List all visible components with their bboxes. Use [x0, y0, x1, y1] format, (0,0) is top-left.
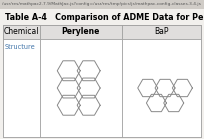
Bar [0, 0, 204, 9]
Text: /usr/res/mathpac2.7.9/MathJax.js?config=/usr/res/tmp/pics/js/mathpac-config-clas: /usr/res/mathpac2.7.9/MathJax.js?config=… [2, 3, 201, 7]
Bar [3, 25, 201, 137]
Bar [40, 39, 122, 137]
Text: Structure: Structure [5, 44, 36, 50]
Text: Chemical: Chemical [3, 28, 39, 37]
Bar [3, 39, 40, 137]
Text: Perylene: Perylene [62, 28, 100, 37]
Text: BaP: BaP [154, 28, 169, 37]
Bar [122, 25, 201, 39]
Bar [40, 25, 122, 39]
Bar [3, 25, 40, 39]
Text: Table A-4   Comparison of ADME Data for Perylene (CASRN: Table A-4 Comparison of ADME Data for Pe… [5, 13, 204, 23]
Bar [122, 39, 201, 137]
